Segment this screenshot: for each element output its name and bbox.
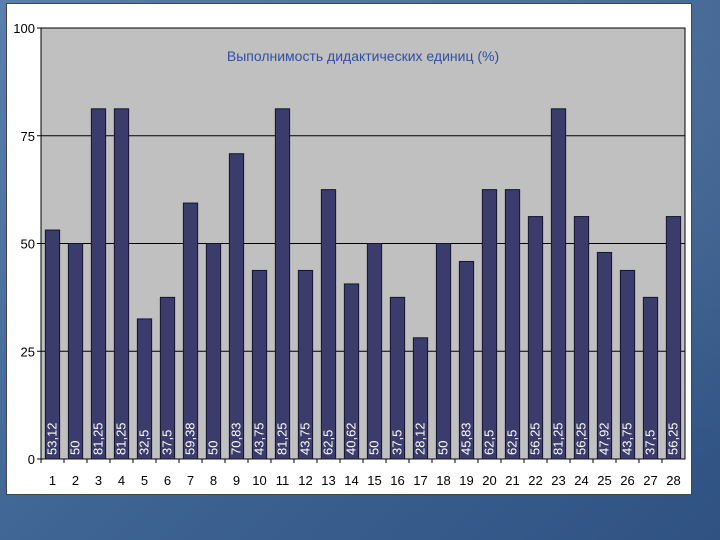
bar (320, 189, 337, 460)
data-label: 37,5 (643, 430, 658, 455)
data-label: 59,38 (183, 422, 198, 455)
x-tick-label: 25 (597, 473, 611, 488)
data-label: 50 (68, 441, 83, 455)
x-tick-label: 27 (643, 473, 657, 488)
x-tick-label: 12 (298, 473, 312, 488)
data-label: 50 (436, 441, 451, 455)
bar (366, 243, 383, 460)
bar (228, 153, 245, 460)
x-tick-label: 28 (666, 473, 680, 488)
bar (297, 269, 314, 460)
data-label: 47,92 (597, 422, 612, 455)
data-label: 37,5 (160, 430, 175, 455)
x-axis: 1 2 3 4 5 6 7 8 9 10 11 12 13 14 15 16 17 18 19 20 21 22 23 24 2… (40, 459, 681, 488)
x-tick-label: 15 (367, 473, 381, 488)
y-tick-label: 50 (21, 237, 35, 252)
bar (527, 216, 544, 460)
x-tick-label: 5 (141, 473, 148, 488)
data-label: 81,25 (114, 422, 129, 455)
data-label: 56,25 (574, 422, 589, 455)
data-label: 45,83 (459, 422, 474, 455)
x-tick-label: 9 (233, 473, 240, 488)
bar (435, 243, 452, 460)
bar (136, 318, 153, 460)
x-tick-label: 3 (95, 473, 102, 488)
data-label: 37,5 (390, 430, 405, 455)
data-label: 62,5 (505, 430, 520, 455)
data-label: 43,75 (298, 422, 313, 455)
x-tick-label: 20 (482, 473, 496, 488)
y-tick-label: 0 (28, 452, 35, 467)
data-label: 70,83 (229, 422, 244, 455)
data-label: 28,12 (413, 422, 428, 455)
bar (182, 202, 199, 460)
data-label: 40,62 (344, 422, 359, 455)
y-tick-label: 75 (21, 129, 35, 144)
x-tick-label: 13 (321, 473, 335, 488)
x-tick-label: 2 (72, 473, 79, 488)
x-tick-label: 11 (276, 473, 290, 488)
x-tick-label: 7 (187, 473, 194, 488)
chart-title: Выполнимость дидактических единиц (%) (227, 48, 499, 64)
bar (642, 296, 659, 460)
bar (113, 108, 130, 460)
bar (665, 216, 682, 460)
bar (90, 108, 107, 460)
bar (205, 243, 222, 460)
bar (159, 296, 176, 460)
bar (573, 216, 590, 460)
x-tick-label: 8 (210, 473, 217, 488)
x-tick-label: 16 (390, 473, 404, 488)
bar (619, 269, 636, 460)
x-tick-label: 6 (164, 473, 171, 488)
bar (274, 108, 291, 460)
bar (504, 189, 521, 460)
x-tick-label: 24 (574, 473, 588, 488)
data-label: 81,25 (551, 422, 566, 455)
data-label: 50 (367, 441, 382, 455)
data-label: 62,5 (482, 430, 497, 455)
x-tick-label: 19 (459, 473, 473, 488)
bar (44, 229, 61, 460)
x-tick-label: 21 (505, 473, 519, 488)
x-tick-label: 26 (620, 473, 634, 488)
x-tick-label: 18 (436, 473, 450, 488)
data-label: 32,5 (137, 430, 152, 455)
x-tick-label: 22 (528, 473, 542, 488)
data-label: 50 (206, 441, 221, 455)
data-label: 56,25 (528, 422, 543, 455)
data-label: 56,25 (666, 422, 681, 455)
x-tick-label: 23 (551, 473, 565, 488)
x-tick-label: 1 (49, 473, 56, 488)
bars (44, 108, 682, 460)
x-tick-label: 10 (252, 473, 266, 488)
data-label: 81,25 (275, 422, 290, 455)
bar (251, 269, 268, 460)
x-tick-label: 4 (118, 473, 125, 488)
data-labels: 53,12 50 81,25 81,25 32,5 37,5 59,38 50 70,83 43,… (45, 422, 681, 455)
data-label: 43,75 (620, 422, 635, 455)
bar (412, 337, 429, 460)
bar (596, 251, 613, 460)
bar (481, 189, 498, 460)
y-axis: 0 25 50 75 100 (13, 21, 41, 467)
bar (67, 243, 84, 460)
chart-frame: 53,12 50 81,25 81,25 32,5 37,5 59,38 50 70,83 43,… (6, 3, 692, 495)
bar (458, 260, 475, 460)
bar (343, 283, 360, 460)
bar (550, 108, 567, 460)
bar (389, 296, 406, 460)
y-tick-label: 25 (21, 344, 35, 359)
data-label: 62,5 (321, 430, 336, 455)
bar-chart: 53,12 50 81,25 81,25 32,5 37,5 59,38 50 70,83 43,… (13, 21, 686, 488)
data-label: 43,75 (252, 422, 267, 455)
x-tick-label: 17 (413, 473, 427, 488)
y-tick-label: 100 (13, 21, 35, 36)
x-tick-label: 14 (344, 473, 358, 488)
data-label: 81,25 (91, 422, 106, 455)
data-label: 53,12 (45, 422, 60, 455)
